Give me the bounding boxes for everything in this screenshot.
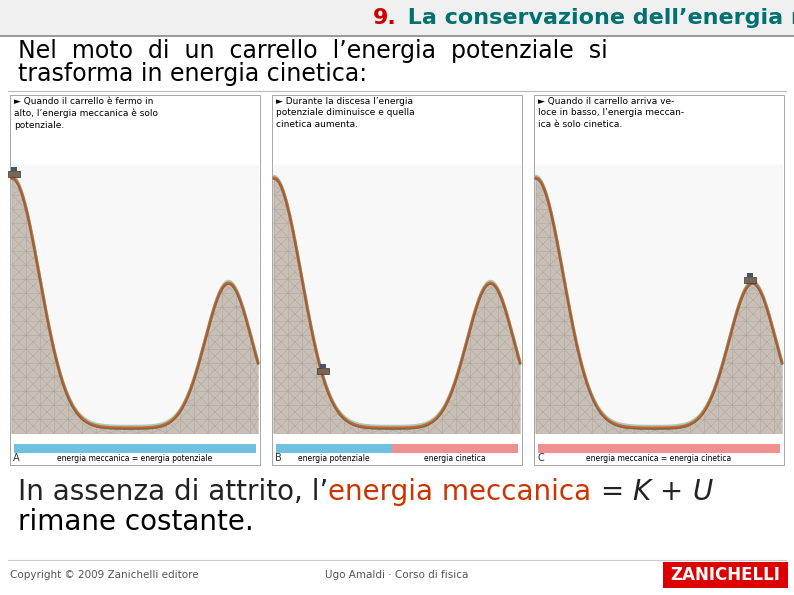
Bar xyxy=(747,273,749,277)
Text: K: K xyxy=(633,478,651,506)
Text: U: U xyxy=(692,478,712,506)
Bar xyxy=(273,165,521,433)
Bar xyxy=(11,165,259,433)
Polygon shape xyxy=(274,178,520,433)
Polygon shape xyxy=(12,178,258,433)
Text: energia meccanica = energia potenziale: energia meccanica = energia potenziale xyxy=(57,454,213,463)
Text: energia meccanica = energia cinetica: energia meccanica = energia cinetica xyxy=(587,454,731,463)
Text: ► Durante la discesa l’energia
potenziale diminuisce e quella
cinetica aumenta.: ► Durante la discesa l’energia potenzial… xyxy=(276,97,414,129)
Bar xyxy=(663,562,788,588)
Bar xyxy=(13,167,14,171)
Bar xyxy=(319,364,322,368)
Bar xyxy=(749,273,751,277)
Polygon shape xyxy=(274,165,520,428)
Bar xyxy=(538,444,780,453)
Bar xyxy=(8,171,20,177)
Polygon shape xyxy=(536,165,782,428)
Text: Nel  moto  di  un  carrello  l’energia  potenziale  si: Nel moto di un carrello l’energia potenz… xyxy=(18,39,607,63)
Bar xyxy=(392,444,518,453)
Text: energia potenziale: energia potenziale xyxy=(299,454,370,463)
Bar xyxy=(535,165,783,433)
Text: trasforma in energia cinetica:: trasforma in energia cinetica: xyxy=(18,62,367,86)
Bar xyxy=(272,95,522,465)
Bar xyxy=(323,364,326,368)
Text: A: A xyxy=(13,453,20,463)
Text: Copyright © 2009 Zanichelli editore: Copyright © 2009 Zanichelli editore xyxy=(10,570,198,580)
Text: B: B xyxy=(275,453,282,463)
Text: ► Quando il carrello arriva ve-
loce in basso, l’energia meccan-
ica è solo cine: ► Quando il carrello arriva ve- loce in … xyxy=(538,97,684,129)
Text: ZANICHELLI: ZANICHELLI xyxy=(671,566,781,584)
Text: 9.: 9. xyxy=(373,8,397,28)
Bar xyxy=(276,444,392,453)
Bar xyxy=(751,273,753,277)
Text: C: C xyxy=(537,453,544,463)
Bar xyxy=(322,364,323,368)
Text: energia meccanica: energia meccanica xyxy=(329,478,592,506)
Text: energia cinetica: energia cinetica xyxy=(424,454,486,463)
Text: In assenza di attrito, l’: In assenza di attrito, l’ xyxy=(18,478,329,506)
Bar xyxy=(10,95,260,465)
Polygon shape xyxy=(536,178,782,433)
Bar xyxy=(10,167,13,171)
Text: =: = xyxy=(592,478,633,506)
Text: rimane costante.: rimane costante. xyxy=(18,508,254,536)
Bar xyxy=(14,444,256,453)
Text: Ugo Amaldi · Corso di fisica: Ugo Amaldi · Corso di fisica xyxy=(326,570,468,580)
Bar xyxy=(14,167,17,171)
Text: La conservazione dell’energia meccanica: La conservazione dell’energia meccanica xyxy=(400,8,794,28)
Bar xyxy=(744,277,756,283)
Polygon shape xyxy=(12,165,258,428)
Bar xyxy=(534,95,784,465)
Bar xyxy=(317,368,329,374)
Text: ► Quando il carrello è fermo in
alto, l’energia meccanica è solo
potenziale.: ► Quando il carrello è fermo in alto, l’… xyxy=(14,97,158,130)
Bar xyxy=(0,0,794,36)
Text: +: + xyxy=(651,478,692,506)
